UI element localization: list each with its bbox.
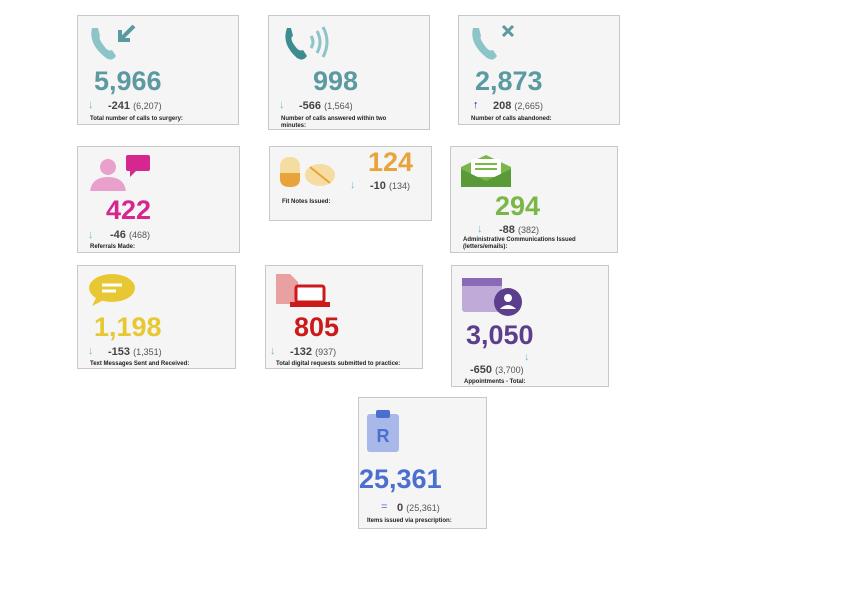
previous: (25,361) (406, 503, 440, 513)
delta: -46 (110, 229, 126, 241)
change: -132 (937) (290, 346, 336, 358)
previous: (3,700) (495, 365, 524, 375)
icon (89, 274, 135, 306)
svg-text:R: R (377, 426, 390, 446)
label: Total digital requests submitted to prac… (276, 361, 401, 367)
value: 805 (294, 312, 340, 342)
change: -650 (3,700) (470, 364, 524, 376)
kpi-card: 422 ↓ -46 (468) Referrals Made: (77, 146, 240, 253)
kpi-card: 998 ↓ -566 (1,564) Number of calls answe… (268, 15, 430, 130)
kpi-card: 3,050 ↓ -650 (3,700) Appointments - Tota… (451, 265, 609, 387)
trend: ↓ (270, 345, 276, 357)
icon (91, 24, 136, 60)
icon (462, 278, 522, 316)
icon (461, 155, 511, 187)
trend: ↑ (473, 99, 479, 111)
trend: ↓ (279, 99, 285, 111)
value: 422 (106, 195, 152, 225)
label: Number of calls abandoned: (471, 116, 552, 122)
delta: -132 (290, 346, 313, 358)
value: 294 (495, 191, 541, 221)
label: Appointments - Total: (464, 379, 526, 385)
trend: ↓ (350, 179, 356, 191)
icon (285, 26, 329, 60)
label: Referrals Made: (90, 244, 136, 250)
previous: (382) (517, 225, 539, 235)
value: 124 (368, 147, 414, 177)
icon (472, 24, 515, 60)
delta: 208 (493, 100, 512, 112)
trend: ↓ (88, 99, 94, 111)
delta: -566 (299, 100, 322, 112)
change: 208 (2,665) (493, 100, 543, 112)
change: -241 (6,207) (108, 100, 162, 112)
icon (276, 274, 330, 307)
label: Number of calls answered within two minu… (281, 116, 387, 129)
label: Items issued via prescription: (367, 518, 452, 524)
value: 998 (313, 66, 359, 96)
previous: (2,665) (514, 101, 543, 111)
value: 3,050 (466, 320, 534, 350)
change: -10 (134) (370, 180, 410, 192)
previous: (937) (315, 347, 337, 357)
value: 2,873 (475, 66, 543, 96)
label: Text Messages Sent and Received: (90, 361, 190, 367)
change: -153 (1,351) (108, 346, 162, 358)
icon (90, 155, 150, 191)
previous: (1,351) (133, 347, 162, 357)
value: 25,361 (359, 464, 442, 494)
delta: -241 (108, 100, 131, 112)
label: Fit Notes Issued: (282, 199, 331, 205)
kpi-card: 1,198 ↓ -153 (1,351) Text Messages Sent … (77, 265, 236, 369)
change: -88 (382) (499, 224, 539, 236)
delta: -10 (370, 180, 386, 192)
previous: (134) (388, 181, 410, 191)
icon (280, 157, 335, 187)
trend: ↓ (88, 229, 94, 241)
kpi-card: 5,966 ↓ -241 (6,207) Total number of cal… (77, 15, 239, 125)
kpi-card: R 25,361 = 0 (25,361) Items issued via p… (358, 397, 487, 529)
label: Total number of calls to surgery: (90, 116, 183, 122)
delta: -88 (499, 224, 515, 236)
kpi-card: 124 ↓ -10 (134) Fit Notes Issued: (269, 146, 432, 221)
label: Administrative Communications Issued (le… (463, 237, 576, 250)
icon: R (367, 410, 399, 452)
trend: ↓ (524, 351, 530, 363)
kpi-card: 805 ↓ -132 (937) Total digital requests … (265, 265, 423, 369)
previous: (1,564) (324, 101, 353, 111)
trend: ↓ (477, 223, 483, 235)
kpi-card: 2,873 ↑ 208 (2,665) Number of calls aban… (458, 15, 620, 125)
previous: (6,207) (133, 101, 162, 111)
trend: = (381, 501, 388, 513)
trend: ↓ (88, 345, 94, 357)
previous: (468) (128, 230, 150, 240)
change: -46 (468) (110, 229, 150, 241)
delta: 0 (397, 502, 404, 514)
change: -566 (1,564) (299, 100, 353, 112)
value: 5,966 (94, 66, 162, 96)
change: 0 (25,361) (397, 502, 440, 514)
delta: -153 (108, 346, 131, 358)
value: 1,198 (94, 312, 162, 342)
kpi-card: 294 ↓ -88 (382) Administrative Communica… (450, 146, 618, 253)
delta: -650 (470, 364, 493, 376)
